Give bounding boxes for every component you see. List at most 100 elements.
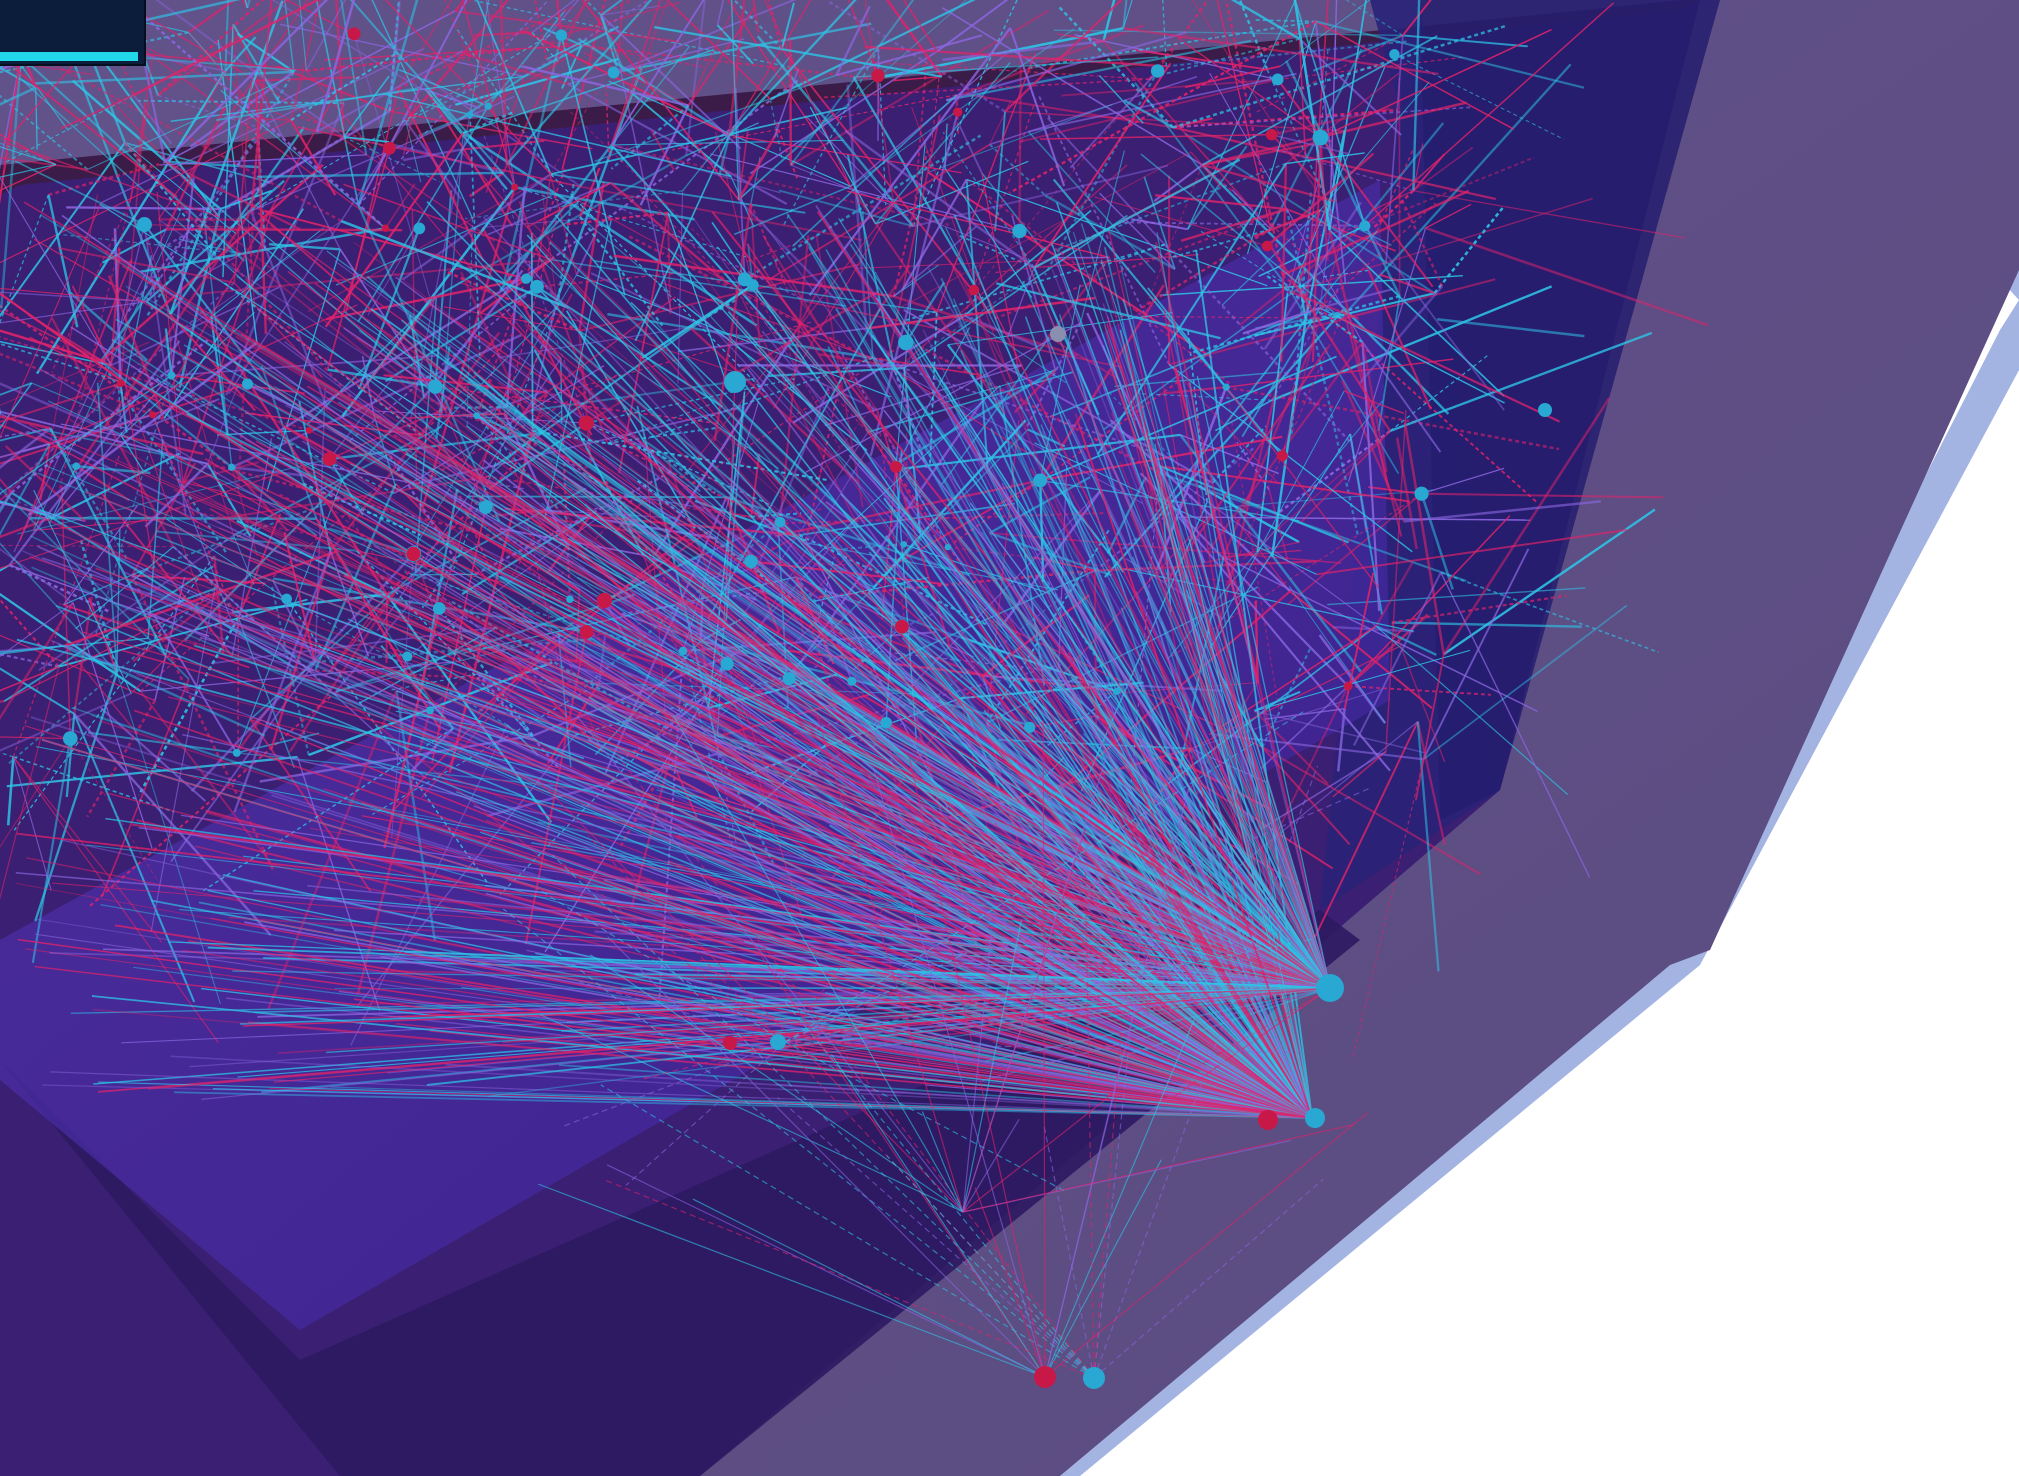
network-node[interactable] xyxy=(890,461,902,473)
network-node[interactable] xyxy=(116,379,125,388)
network-node[interactable] xyxy=(1276,450,1288,462)
network-edge xyxy=(0,602,74,658)
network-node[interactable] xyxy=(1359,220,1371,232)
network-node[interactable] xyxy=(305,426,313,434)
network-node[interactable] xyxy=(607,66,620,79)
network-node[interactable] xyxy=(578,415,595,431)
network-node[interactable] xyxy=(1316,974,1344,1002)
network-node[interactable] xyxy=(520,273,532,284)
network-edge xyxy=(782,47,880,228)
network-node[interactable] xyxy=(381,224,390,232)
network-node[interactable] xyxy=(774,516,786,528)
network-node[interactable] xyxy=(944,544,951,551)
network-node[interactable] xyxy=(406,546,421,562)
network-node[interactable] xyxy=(241,378,254,390)
network-node[interactable] xyxy=(720,657,734,671)
network-node[interactable] xyxy=(136,217,152,233)
network-node[interactable] xyxy=(555,29,568,41)
network-node[interactable] xyxy=(1414,486,1429,501)
network-node[interactable] xyxy=(1343,681,1353,691)
network-edge xyxy=(100,707,207,802)
network-node[interactable] xyxy=(871,69,885,83)
network-edge xyxy=(1288,585,1386,724)
network-node[interactable] xyxy=(62,731,78,746)
network-edge xyxy=(95,375,173,635)
network-node[interactable] xyxy=(1113,687,1121,696)
network-node[interactable] xyxy=(968,284,980,296)
network-node[interactable] xyxy=(894,619,909,634)
network-node[interactable] xyxy=(72,462,81,470)
network-node[interactable] xyxy=(347,27,361,41)
network-node[interactable] xyxy=(1023,721,1036,734)
network-edge xyxy=(1044,1159,1162,1378)
network-node[interactable] xyxy=(530,279,544,294)
network-edge xyxy=(122,570,1313,1119)
network-node[interactable] xyxy=(1305,1108,1325,1128)
network-edge xyxy=(290,0,322,121)
network-node[interactable] xyxy=(900,540,908,548)
network-node[interactable] xyxy=(167,371,176,380)
network-node[interactable] xyxy=(425,706,434,715)
network-edge xyxy=(101,678,190,897)
network-node[interactable] xyxy=(1261,240,1273,252)
network-node[interactable] xyxy=(1050,326,1066,342)
network-edge xyxy=(233,550,332,813)
network-node[interactable] xyxy=(737,272,752,287)
network-node[interactable] xyxy=(770,1034,786,1050)
network-node[interactable] xyxy=(1312,129,1329,146)
network-node[interactable] xyxy=(1034,1366,1056,1388)
network-node[interactable] xyxy=(1258,1110,1278,1130)
network-node[interactable] xyxy=(484,102,492,110)
network-edge xyxy=(87,731,237,754)
network-node[interactable] xyxy=(413,222,426,235)
network-node[interactable] xyxy=(782,672,796,686)
network-node[interactable] xyxy=(232,748,241,757)
network-edge xyxy=(949,802,1331,989)
network-edge xyxy=(12,756,219,1043)
network-node[interactable] xyxy=(383,141,396,155)
network-node[interactable] xyxy=(880,716,892,729)
network-node[interactable] xyxy=(723,1036,737,1050)
network-edge xyxy=(1084,871,1095,1379)
network-node[interactable] xyxy=(1150,64,1165,78)
network-node[interactable] xyxy=(511,183,519,191)
network-edge xyxy=(210,917,1313,1119)
network-edge xyxy=(418,113,471,138)
network-node[interactable] xyxy=(1265,128,1278,141)
network-node[interactable] xyxy=(1033,473,1048,488)
network-node[interactable] xyxy=(744,554,758,569)
network-node[interactable] xyxy=(1271,73,1284,86)
network-edge xyxy=(750,203,788,290)
network-node[interactable] xyxy=(432,602,446,615)
network-node[interactable] xyxy=(847,676,857,686)
network-node[interactable] xyxy=(1083,1367,1105,1389)
network-node[interactable] xyxy=(724,371,746,393)
network-node[interactable] xyxy=(898,334,914,351)
network-node[interactable] xyxy=(322,452,337,467)
network-node[interactable] xyxy=(473,412,481,420)
network-edge xyxy=(634,616,1331,989)
network-node[interactable] xyxy=(1538,403,1552,417)
network-node[interactable] xyxy=(566,595,574,603)
network-node[interactable] xyxy=(1389,49,1400,60)
network-node[interactable] xyxy=(579,624,594,639)
network-edge xyxy=(232,970,1331,989)
network-node[interactable] xyxy=(1012,223,1027,239)
network-node[interactable] xyxy=(402,651,413,662)
network-node[interactable] xyxy=(466,111,474,119)
network-edge xyxy=(538,1183,1046,1378)
network-node[interactable] xyxy=(428,379,443,394)
network-node[interactable] xyxy=(149,411,157,419)
network-node[interactable] xyxy=(953,107,963,117)
network-node[interactable] xyxy=(596,592,613,609)
network-edge xyxy=(1006,267,1035,339)
network-node[interactable] xyxy=(281,593,292,605)
network-node[interactable] xyxy=(228,463,236,471)
network-node[interactable] xyxy=(678,646,688,656)
network-node[interactable] xyxy=(478,500,493,515)
network-edge xyxy=(0,142,57,166)
network-edge xyxy=(0,736,71,740)
network-node[interactable] xyxy=(1222,383,1230,391)
